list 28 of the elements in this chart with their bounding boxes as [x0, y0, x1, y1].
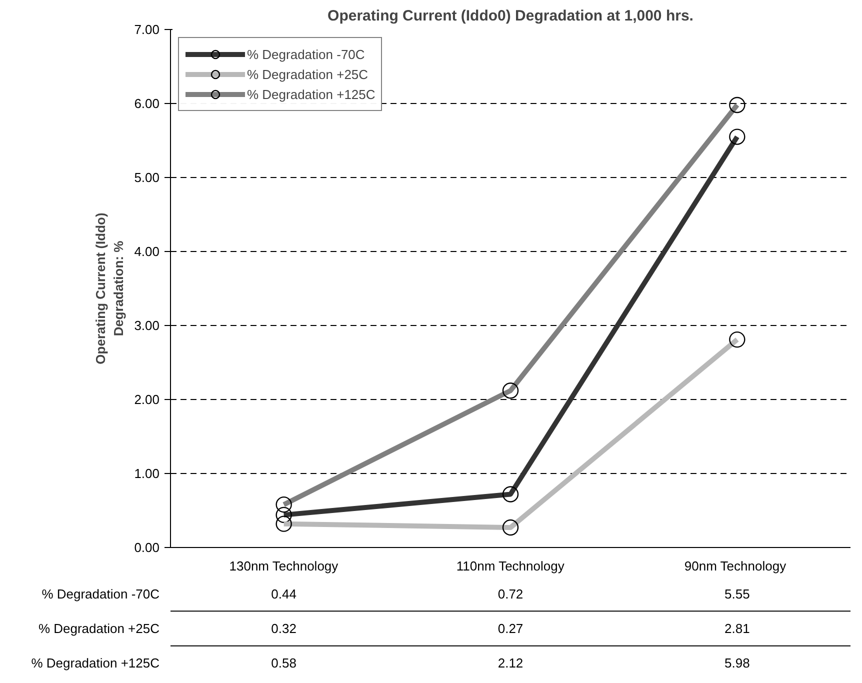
data-label: 0.58: [271, 656, 296, 671]
data-label: 0.44: [271, 586, 296, 602]
data-label: 2.12: [498, 656, 524, 671]
data-label: 5.98: [724, 656, 750, 671]
data-label: 0.32: [271, 621, 296, 636]
legend-label: % Degradation +125C: [247, 86, 376, 102]
chart-title: Operating Current (Iddo0) Degradation at 1,000 hrs.: [328, 8, 694, 24]
data-label: 0.72: [498, 586, 524, 602]
data-label: 5.55: [724, 586, 750, 602]
y-tick-label: 6.00: [134, 96, 160, 111]
y-tick-label: 4.00: [134, 244, 160, 259]
y-tick-label: 5.00: [134, 170, 160, 185]
text: % Degradation +125C: [31, 656, 160, 671]
y-tick-label: 3.00: [134, 318, 160, 333]
y-axis-title: Operating Current (Iddo) Degradation: %: [93, 212, 126, 364]
legend-label: % Degradation -70C: [247, 46, 365, 62]
text: % Degradation +25C: [38, 621, 160, 636]
text: % Degradation -70C: [42, 586, 160, 602]
data-label: 0.27: [498, 621, 524, 636]
y-tick-label: 7.00: [134, 22, 160, 37]
y-tick-label: 2.00: [134, 392, 160, 407]
x-tick-label: 130nm Technology: [229, 558, 339, 574]
data-label: 2.81: [724, 621, 750, 636]
legend-label: % Degradation +25C: [247, 66, 368, 82]
x-tick-label: 90nm Technology: [684, 558, 787, 574]
y-tick-label: 0.00: [134, 540, 160, 555]
x-tick-label: 110nm Technology: [456, 558, 565, 574]
y-tick-label: 1.00: [134, 466, 160, 481]
